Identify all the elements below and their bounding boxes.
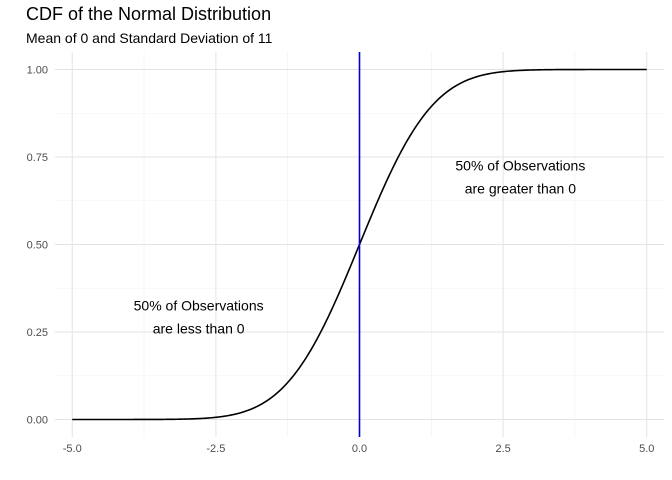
annotation-line: are less than 0 (153, 321, 245, 337)
chart-title: CDF of the Normal Distribution (26, 4, 272, 24)
y-tick-label: 0.50 (27, 240, 48, 252)
y-tick-label: 0.75 (27, 152, 48, 164)
x-tick-label: 2.5 (495, 443, 510, 455)
annotation: 50% of Observations are less than 0 (134, 298, 264, 337)
annotation-line: are greater than 0 (465, 181, 577, 197)
x-tick-label: -2.5 (206, 443, 225, 455)
y-axis-ticks: 0.00 0.25 0.50 0.75 1.00 (27, 65, 48, 427)
chart-subtitle: Mean of 0 and Standard Deviation of 11 (26, 30, 273, 46)
x-tick-label: -5.0 (63, 443, 82, 455)
y-tick-label: 0.00 (27, 415, 48, 427)
annotation-line: 50% of Observations (134, 298, 264, 314)
y-tick-label: 1.00 (27, 65, 48, 77)
x-axis-ticks: -5.0 -2.5 0.0 2.5 5.0 (63, 443, 655, 455)
x-tick-label: 5.0 (639, 443, 654, 455)
annotation: 50% of Observations are greater than 0 (455, 158, 585, 197)
annotation-layer: 50% of Observations are less than 050% of… (134, 158, 586, 337)
y-tick-label: 0.25 (27, 327, 48, 339)
x-tick-label: 0.0 (352, 443, 367, 455)
annotation-line: 50% of Observations (455, 158, 585, 174)
